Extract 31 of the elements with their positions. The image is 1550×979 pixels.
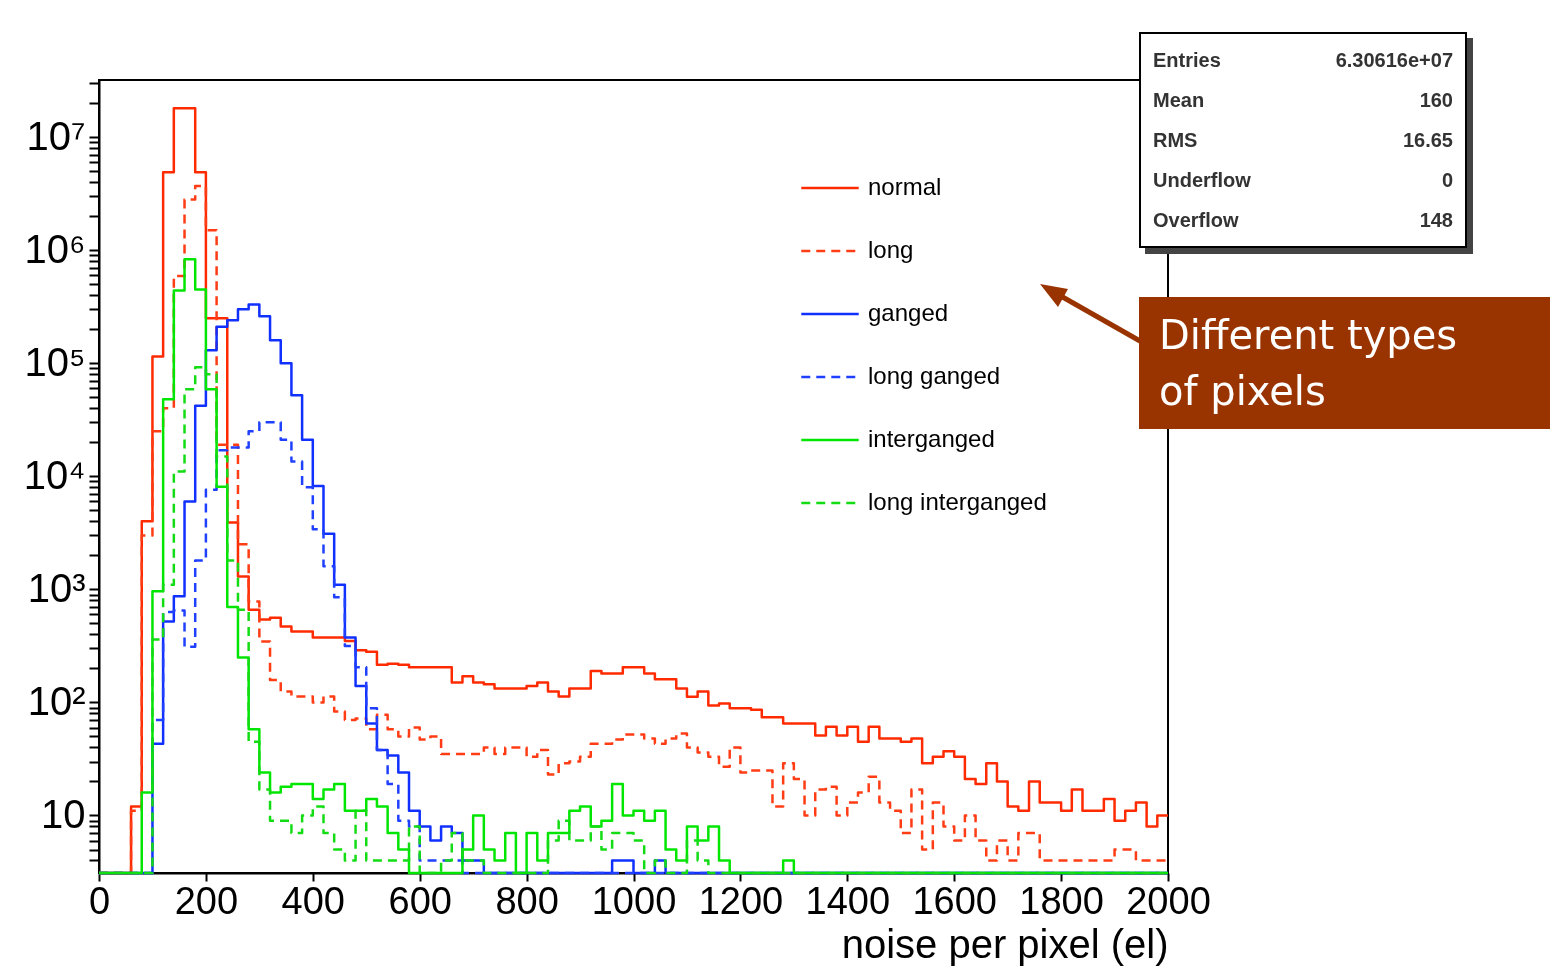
y-tick-label: 10² — [27, 678, 86, 723]
x-tick-label: 0 — [88, 879, 111, 922]
x-tick-label: 400 — [281, 879, 345, 922]
text: RMS 16.65 — [1153, 129, 1453, 151]
x-tick-label: 1600 — [912, 879, 997, 922]
x-axis-title: noise per pixel (el) — [841, 921, 1169, 966]
y-tick-label: 10⁵ — [24, 339, 86, 384]
x-tick-label: 200 — [174, 879, 239, 922]
text: Underflow 0 — [1153, 169, 1453, 191]
legend-label: normal — [868, 173, 942, 200]
y-tick-label: 10⁶ — [24, 226, 86, 271]
text: Mean 160 — [1153, 89, 1453, 111]
y-tick-label: 10 — [41, 791, 86, 836]
x-tick-label: 1800 — [1019, 879, 1104, 922]
text: Entries 6.30616e+07 — [1153, 49, 1453, 71]
legend-label: long — [868, 236, 914, 263]
x-tick-label: 1200 — [698, 879, 784, 922]
y-tick-label: 10⁷ — [26, 113, 86, 158]
x-tick-label: 2000 — [1126, 879, 1211, 922]
text: Overflow 148 — [1153, 209, 1453, 231]
x-tick-label: 800 — [495, 879, 559, 922]
x-tick-label: 600 — [388, 879, 452, 922]
x-tick-label: 1400 — [805, 879, 891, 922]
y-tick-label: 10³ — [27, 565, 86, 610]
x-tick-label: 1000 — [591, 879, 677, 922]
legend-label: ganged — [868, 299, 949, 326]
annotation: Different types of pixels — [1139, 297, 1550, 429]
legend-label: long interganged — [868, 488, 1047, 515]
legend-label: interganged — [868, 425, 995, 452]
legend-label: long ganged — [868, 362, 1001, 389]
y-tick-label: 10⁴ — [23, 452, 86, 497]
